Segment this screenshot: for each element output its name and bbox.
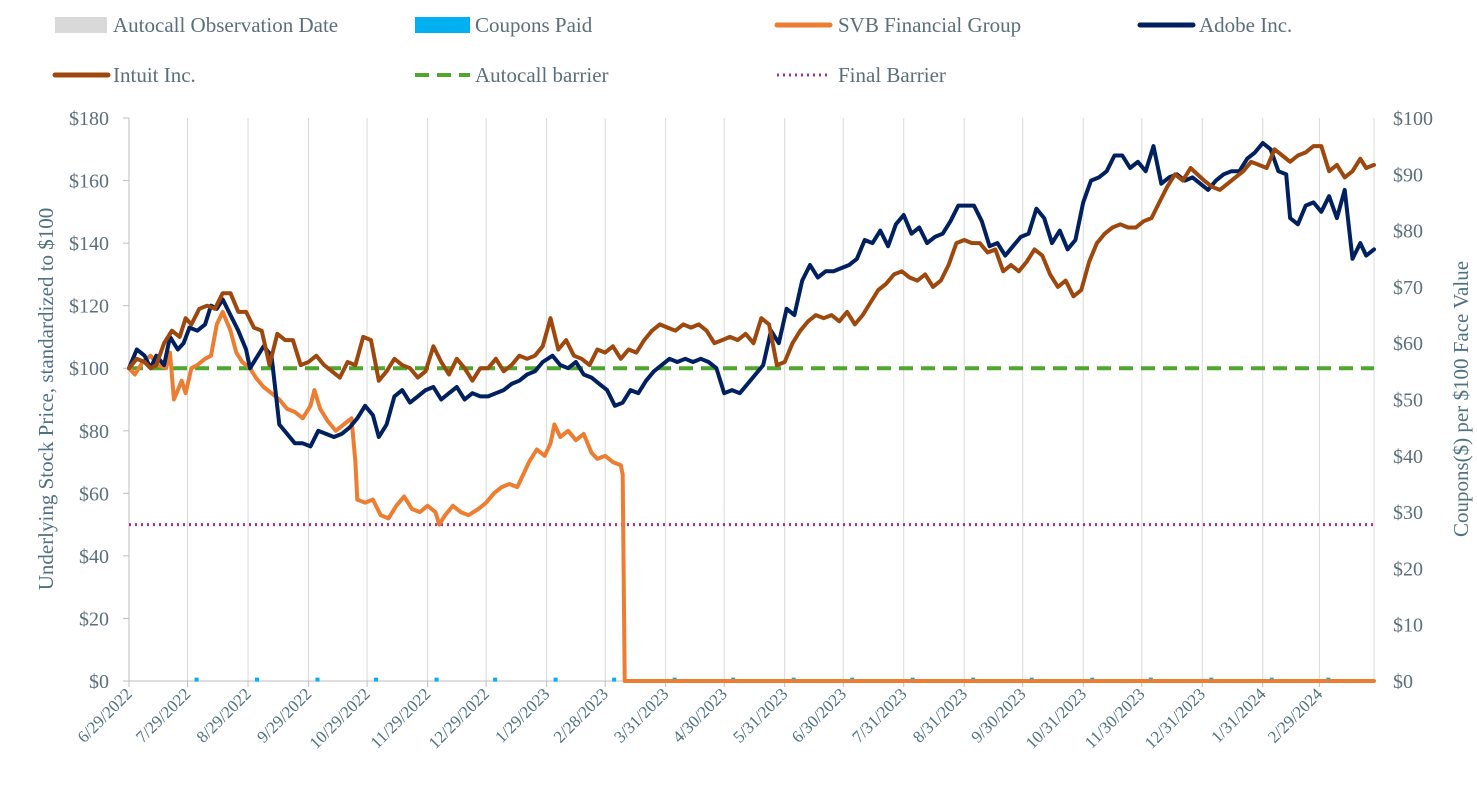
x-tick-label: 10/31/2023 bbox=[1022, 684, 1090, 752]
legend-label-autocall-barrier: Autocall barrier bbox=[475, 63, 609, 87]
x-tick-label: 4/30/2023 bbox=[669, 684, 731, 746]
legend-item-autocall-observation-date: Autocall Observation Date bbox=[55, 13, 338, 37]
x-tick-label: 8/29/2022 bbox=[193, 684, 255, 746]
legend-item-adobe: Adobe Inc. bbox=[1137, 13, 1292, 37]
series-line-adobe-inc bbox=[127, 141, 1376, 449]
x-tick-label: 9/29/2022 bbox=[253, 684, 315, 746]
legend-label-intuit: Intuit Inc. bbox=[113, 63, 196, 87]
series-line-svb-financial-group bbox=[127, 309, 1376, 683]
y-left-tick-label: $20 bbox=[79, 608, 109, 630]
legend-item-coupons-paid: Coupons Paid bbox=[415, 13, 593, 37]
legend-item-final-barrier: Final Barrier bbox=[777, 63, 946, 87]
x-tick-label: 2/28/2023 bbox=[550, 684, 612, 746]
y-left-tick-label: $160 bbox=[69, 171, 109, 193]
coupon-marker bbox=[612, 677, 617, 682]
y-right-tick-label: $60 bbox=[1393, 333, 1423, 355]
y-right-tick-label: $30 bbox=[1393, 502, 1423, 524]
y-axis-left-title: Underlying Stock Price, standardized to … bbox=[34, 208, 58, 591]
y-right-tick-label: $90 bbox=[1393, 164, 1423, 186]
coupon-marker bbox=[315, 677, 320, 682]
legend-swatch-coupons-paid bbox=[415, 17, 470, 33]
x-tick-label: 2/29/2024 bbox=[1264, 684, 1327, 747]
axes: 6/29/20227/29/20228/29/20229/29/202210/2… bbox=[69, 108, 1433, 753]
x-tick-label: 1/31/2024 bbox=[1207, 684, 1270, 747]
legend-label-autocall-observation-date: Autocall Observation Date bbox=[113, 13, 338, 37]
y-right-tick-label: $100 bbox=[1393, 108, 1433, 130]
legend-item-autocall-barrier: Autocall barrier bbox=[415, 63, 609, 87]
legend-label-svb: SVB Financial Group bbox=[838, 13, 1021, 37]
x-tick-label: 7/29/2022 bbox=[132, 684, 194, 746]
coupon-marker bbox=[194, 677, 199, 682]
y-right-tick-label: $50 bbox=[1393, 390, 1423, 412]
coupon-marker bbox=[553, 677, 558, 682]
y-left-tick-label: $100 bbox=[69, 358, 109, 380]
gridlines bbox=[187, 118, 1375, 681]
y-right-tick-label: $70 bbox=[1393, 277, 1423, 299]
x-tick-label: 11/29/2022 bbox=[367, 684, 435, 752]
y-right-tick-label: $80 bbox=[1393, 221, 1423, 243]
x-tick-label: 1/29/2023 bbox=[491, 684, 553, 746]
x-tick-label: 12/29/2022 bbox=[425, 684, 493, 752]
y-right-tick-label: $20 bbox=[1393, 558, 1423, 580]
legend-label-coupons-paid: Coupons Paid bbox=[475, 13, 593, 37]
series-line-intuit-inc bbox=[127, 144, 1376, 383]
x-tick-label: 12/31/2023 bbox=[1141, 684, 1209, 752]
x-tick-label: 9/30/2023 bbox=[967, 684, 1029, 746]
legend: Autocall Observation Date Coupons Paid S… bbox=[52, 13, 1292, 87]
x-tick-label: 8/31/2023 bbox=[909, 684, 971, 746]
y-left-tick-label: $180 bbox=[69, 108, 109, 130]
y-right-tick-label: $40 bbox=[1393, 446, 1423, 468]
y-axis-right-title: Coupons($) per $100 Face Value bbox=[1449, 261, 1473, 537]
y-left-tick-label: $0 bbox=[89, 671, 109, 693]
coupon-marker bbox=[493, 677, 498, 682]
y-left-tick-label: $40 bbox=[79, 546, 109, 568]
legend-swatch-autocall-observation-date bbox=[55, 17, 107, 33]
x-tick-label: 10/29/2022 bbox=[306, 684, 374, 752]
x-tick-label: 3/31/2023 bbox=[610, 684, 672, 746]
y-right-tick-label: $0 bbox=[1393, 671, 1413, 693]
legend-label-final-barrier: Final Barrier bbox=[838, 63, 946, 87]
x-tick-label: 11/30/2023 bbox=[1081, 684, 1149, 752]
y-left-tick-label: $120 bbox=[69, 296, 109, 318]
x-tick-label: 5/31/2023 bbox=[729, 684, 791, 746]
y-left-tick-label: $140 bbox=[69, 233, 109, 255]
barriers bbox=[129, 366, 1374, 527]
y-right-tick-label: $10 bbox=[1393, 615, 1423, 637]
coupon-marker bbox=[374, 677, 379, 682]
coupon-marker bbox=[434, 677, 439, 682]
x-tick-label: 6/29/2022 bbox=[74, 684, 136, 746]
legend-item-svb: SVB Financial Group bbox=[774, 13, 1021, 37]
legend-label-adobe: Adobe Inc. bbox=[1199, 13, 1292, 37]
y-left-tick-label: $60 bbox=[79, 483, 109, 505]
y-left-tick-label: $80 bbox=[79, 421, 109, 443]
coupon-marker bbox=[255, 677, 260, 682]
series-lines bbox=[127, 141, 1376, 683]
x-tick-label: 6/30/2023 bbox=[788, 684, 850, 746]
x-tick-label: 7/31/2023 bbox=[848, 684, 910, 746]
legend-item-intuit: Intuit Inc. bbox=[52, 63, 196, 87]
